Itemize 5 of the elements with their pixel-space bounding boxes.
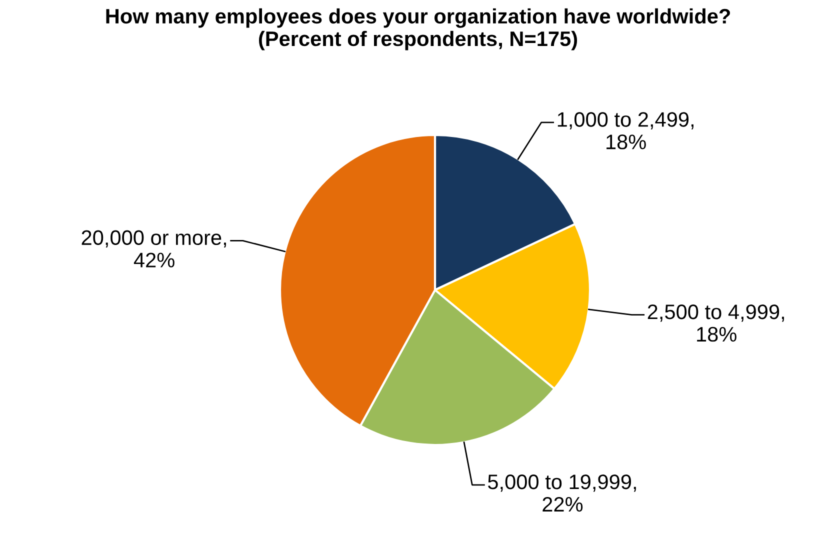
chart-title: How many employees does your organization have worldwide? (Percent of respondents, N=175): [106, 8, 730, 50]
slice-label: 1,000 to 2,499, 18%: [558, 112, 694, 150]
slice-label: 2,500 to 4,999, 18%: [648, 304, 784, 342]
slice-label: 20,000 or more, 42%: [82, 230, 226, 268]
slice-label: 5,000 to 19,999, 22%: [488, 474, 636, 512]
